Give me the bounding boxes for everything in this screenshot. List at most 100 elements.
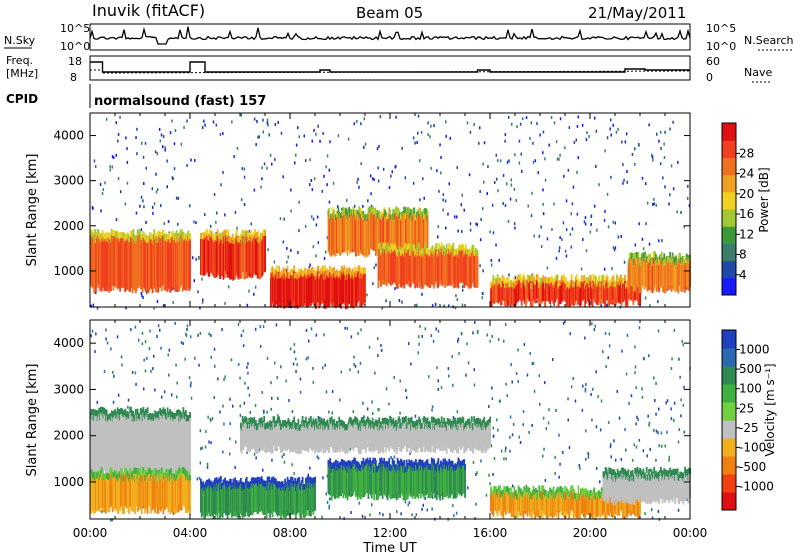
band-edge-cell bbox=[425, 214, 428, 221]
scatter-cell bbox=[136, 127, 138, 131]
scatter-cell bbox=[648, 242, 651, 246]
scatter-cell bbox=[663, 156, 666, 159]
scatter-cell bbox=[372, 411, 374, 415]
scatter-cell bbox=[499, 399, 501, 403]
band-edge-cell bbox=[625, 280, 628, 287]
y-tick-label: 2000 bbox=[53, 219, 84, 233]
band-cell bbox=[353, 424, 356, 448]
scatter-cell bbox=[244, 381, 246, 385]
band-edge-cell bbox=[390, 214, 393, 221]
scatter-cell bbox=[496, 418, 498, 422]
scatter-cell bbox=[371, 400, 373, 404]
band-edge-cell bbox=[520, 276, 522, 283]
band-edge-cell bbox=[160, 232, 162, 239]
scatter-cell bbox=[216, 211, 218, 215]
scatter-cell bbox=[298, 200, 300, 204]
band-edge-cell bbox=[356, 419, 359, 425]
scatter-cell bbox=[604, 149, 606, 153]
scatter-cell bbox=[243, 175, 246, 179]
band-edge-cell bbox=[426, 209, 429, 216]
scatter-cell bbox=[502, 173, 505, 177]
band-edge-cell bbox=[154, 232, 156, 239]
band-cell bbox=[388, 213, 391, 250]
band-cell bbox=[368, 428, 371, 452]
band-edge-cell bbox=[563, 492, 566, 499]
band-cell bbox=[585, 283, 588, 302]
scatter-cell bbox=[473, 122, 475, 126]
band-cell bbox=[380, 463, 383, 492]
band-edge-cell bbox=[425, 417, 427, 424]
scatter-cell bbox=[162, 304, 165, 308]
scatter-cell bbox=[424, 327, 427, 331]
scatter-cell bbox=[401, 146, 403, 150]
scatter-cell bbox=[141, 342, 144, 346]
band-cell bbox=[658, 265, 661, 293]
scatter-cell bbox=[492, 231, 495, 235]
scatter-cell bbox=[536, 300, 538, 304]
band-cell bbox=[403, 465, 406, 494]
band-edge-cell bbox=[335, 459, 337, 466]
band-edge-cell bbox=[425, 208, 427, 215]
scatter-cell bbox=[404, 176, 407, 180]
scatter-cell bbox=[382, 167, 385, 171]
band-edge-cell bbox=[145, 471, 148, 478]
band-edge-cell bbox=[438, 464, 441, 471]
scatter-cell bbox=[395, 164, 397, 168]
nsky-series bbox=[89, 26, 691, 45]
scatter-cell bbox=[194, 356, 196, 360]
scatter-cell bbox=[472, 460, 475, 464]
scatter-cell bbox=[529, 351, 531, 355]
scatter-cell bbox=[144, 141, 147, 145]
scatter-cell bbox=[292, 362, 295, 366]
band-edge-cell bbox=[314, 269, 316, 276]
band-cell bbox=[638, 266, 641, 294]
band-edge-cell bbox=[680, 259, 683, 265]
scatter-cell bbox=[250, 222, 252, 226]
band-edge-cell bbox=[305, 416, 307, 423]
band-edge-cell bbox=[545, 277, 548, 284]
scatter-cell bbox=[520, 152, 522, 156]
band-edge-cell bbox=[358, 206, 361, 213]
scatter-cell bbox=[198, 363, 200, 367]
scatter-cell bbox=[521, 169, 523, 173]
band-edge-cell bbox=[395, 466, 398, 473]
band-edge-cell bbox=[683, 259, 686, 266]
band-edge-cell bbox=[317, 265, 320, 272]
band-cell bbox=[623, 282, 626, 301]
scatter-cell bbox=[199, 461, 202, 465]
date-title: 21/May/2011 bbox=[588, 4, 686, 22]
scatter-cell bbox=[565, 199, 568, 203]
scatter-cell bbox=[143, 387, 145, 391]
band-edge-cell bbox=[323, 419, 326, 426]
scatter-cell bbox=[240, 113, 243, 117]
band-edge-cell bbox=[303, 484, 306, 490]
band-cell bbox=[258, 425, 261, 449]
scatter-cell bbox=[160, 346, 162, 350]
band-edge-cell bbox=[391, 458, 394, 465]
band-edge-cell bbox=[335, 464, 338, 471]
band-cell bbox=[688, 263, 691, 291]
scatter-cell bbox=[664, 185, 666, 189]
band-edge-cell bbox=[408, 459, 411, 466]
band-edge-cell bbox=[179, 410, 181, 417]
scatter-cell bbox=[236, 226, 238, 230]
scatter-cell bbox=[99, 182, 102, 186]
band-edge-cell bbox=[180, 229, 183, 236]
band-edge-cell bbox=[382, 242, 385, 249]
band-edge-cell bbox=[550, 489, 553, 496]
scatter-cell bbox=[579, 466, 581, 470]
band-edge-cell bbox=[518, 487, 521, 494]
band-edge-cell bbox=[241, 416, 244, 422]
scatter-cell bbox=[270, 407, 272, 411]
scatter-cell bbox=[683, 430, 685, 434]
band-edge-cell bbox=[415, 463, 418, 470]
band-edge-cell bbox=[358, 265, 361, 272]
scatter-cell bbox=[267, 123, 269, 127]
scatter-cell bbox=[323, 333, 325, 337]
scatter-cell bbox=[285, 269, 288, 272]
band-edge-cell bbox=[445, 460, 448, 467]
band-edge-cell bbox=[398, 245, 401, 252]
scatter-cell bbox=[364, 142, 367, 146]
band-edge-cell bbox=[404, 243, 406, 249]
scatter-cell bbox=[544, 178, 547, 182]
